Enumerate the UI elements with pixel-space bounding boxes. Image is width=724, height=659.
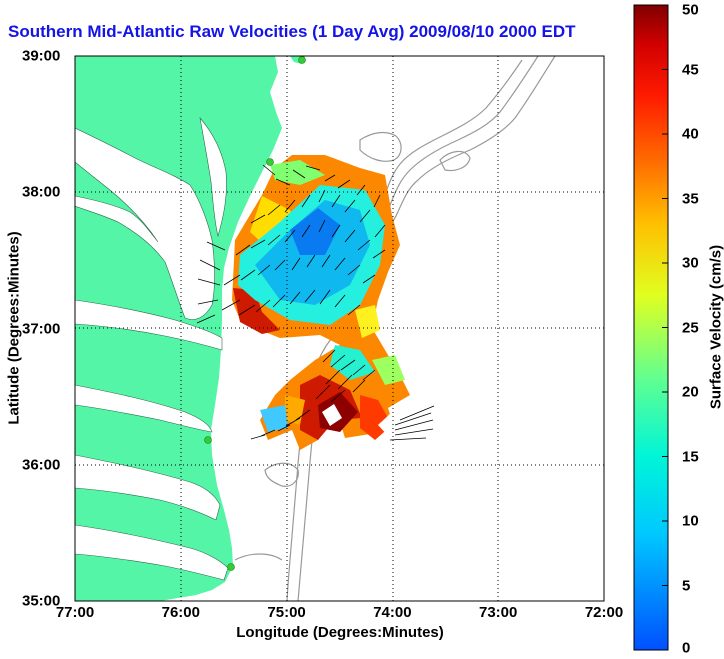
colorbar-label: Surface Velocity (cm/s): [707, 244, 724, 410]
colorbar-ticks: [662, 4, 668, 651]
x-tick-label: 77:00: [55, 604, 95, 621]
colorbar-tick-label: 10: [682, 512, 699, 530]
colorbar-tick-label: 35: [682, 190, 699, 207]
radar-station: [298, 56, 306, 64]
plot-frame: [74, 55, 605, 602]
bay-shapes: [75, 116, 229, 581]
velocity-vectors: [196, 164, 435, 441]
colorbar-tick-label: 40: [682, 125, 699, 143]
colorbar-tick-label: 50: [682, 1, 699, 19]
x-axis-label: Longitude (Degrees:Minutes): [236, 624, 444, 641]
y-tick-label: 36:00: [22, 456, 61, 474]
x-tick-label: 75:00: [267, 604, 306, 621]
y-tick-label: 37:00: [22, 320, 61, 337]
colorbar-tick-label: 20: [682, 383, 699, 401]
colorbar-tick-label: 5: [682, 577, 691, 594]
colorbar-tick-label: 25: [682, 319, 699, 336]
colorbar-tick-label: 45: [682, 61, 699, 78]
x-tick-label: 76:00: [161, 604, 200, 621]
radar-station: [204, 436, 212, 444]
y-tick-label: 35:00: [22, 592, 61, 610]
y-axis-label: Latitude (Degrees:Minutes): [5, 231, 23, 425]
map-title: Southern Mid-Atlantic Raw Velocities (1 …: [8, 22, 576, 41]
radar-station: [266, 158, 274, 166]
velocity-field: [196, 155, 435, 450]
x-tick-label: 72:00: [584, 604, 624, 621]
colorbar-tick-label: 30: [682, 254, 699, 272]
x-tick-label: 74:00: [373, 604, 412, 621]
y-tick-label: 39:00: [22, 47, 61, 65]
grid-lines: [75, 56, 604, 601]
bathymetry-contours: [234, 56, 556, 601]
colorbar-tick-label: 15: [682, 448, 699, 465]
colorbar-tick-label: 0: [682, 639, 691, 657]
x-tick-label: 73:00: [479, 604, 518, 621]
y-tick-label: 38:00: [22, 183, 61, 201]
radar-station: [227, 563, 235, 571]
